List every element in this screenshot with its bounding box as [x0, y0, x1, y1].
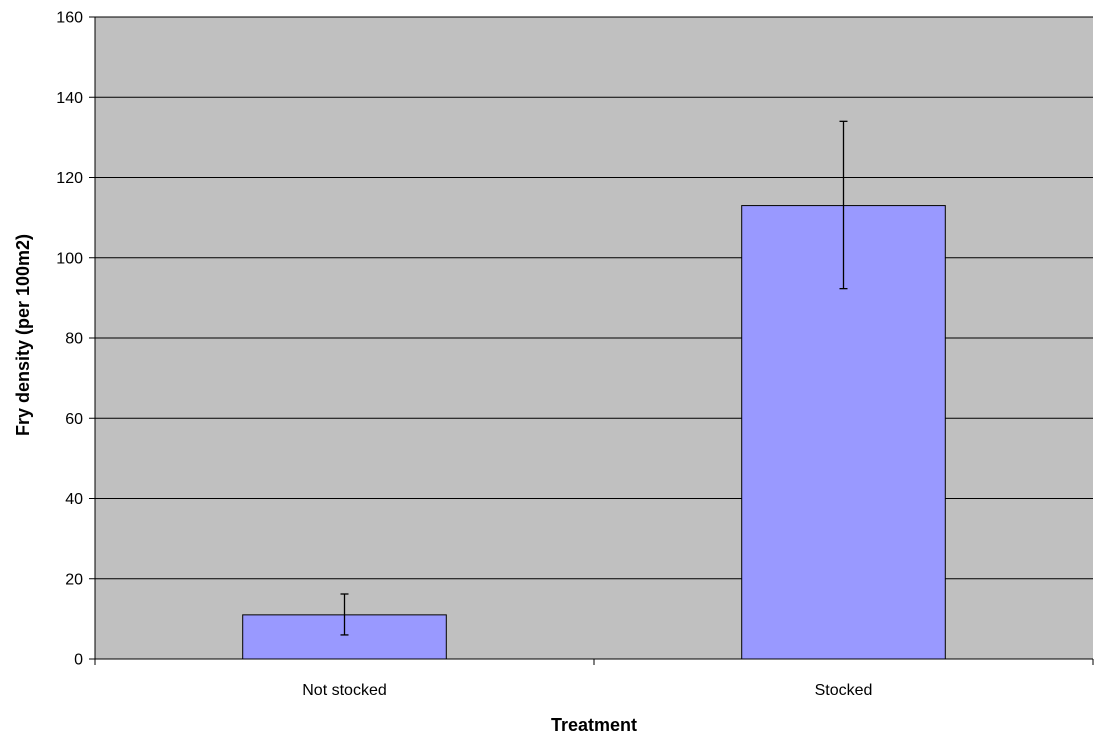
y-tick-label: 40: [65, 491, 83, 508]
y-tick-label: 140: [56, 90, 83, 107]
y-tick-label: 80: [65, 331, 83, 348]
error-bar-stocked: [839, 120, 848, 290]
x-tick-labels: Not stocked Stocked: [302, 682, 872, 699]
x-tick-label: Not stocked: [302, 682, 386, 699]
x-tick-label: Stocked: [815, 682, 873, 699]
y-tick-label: 160: [56, 10, 83, 27]
y-tick-label: 100: [56, 250, 83, 267]
y-tick-label: 0: [74, 652, 83, 669]
y-tick-label: 120: [56, 170, 83, 187]
y-tick-label: 20: [65, 571, 83, 588]
x-axis-title: Treatment: [551, 715, 637, 735]
error-bar-not-stocked: [340, 593, 349, 636]
y-tick-labels: 0 20 40 60 80 100 120 140 160: [56, 10, 83, 669]
error-bars: [340, 120, 848, 636]
y-tick-label: 60: [65, 411, 83, 428]
y-axis-title: Fry density (per 100m2): [13, 234, 33, 436]
axes: [89, 16, 1094, 665]
